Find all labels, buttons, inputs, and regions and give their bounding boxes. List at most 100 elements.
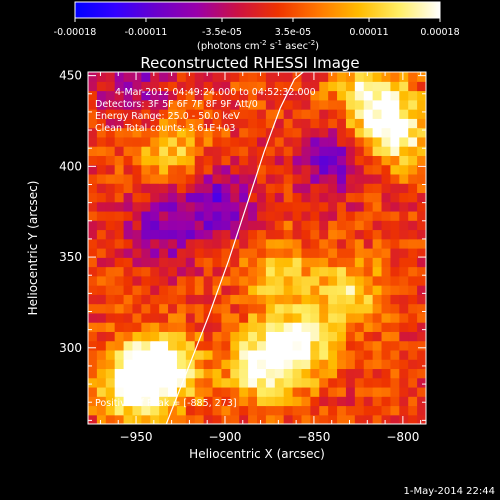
heatmap-cell	[328, 146, 338, 156]
heatmap-cell	[96, 136, 107, 147]
heatmap-cell	[132, 396, 142, 407]
heatmap-cell	[150, 285, 160, 295]
heatmap-cell	[105, 396, 116, 407]
heatmap-cell	[345, 331, 356, 342]
heatmap-cell	[319, 257, 329, 268]
heatmap-cell	[390, 359, 400, 370]
heatmap-cell	[292, 331, 303, 342]
heatmap-cell	[292, 405, 303, 416]
heatmap-cell	[88, 229, 98, 240]
heatmap-cell	[372, 377, 383, 388]
heatmap-cell	[168, 201, 178, 212]
y-tick-label: 450	[59, 69, 82, 83]
heatmap-cell	[185, 349, 196, 360]
heatmap-cell	[345, 201, 356, 212]
heatmap-cell	[141, 396, 151, 407]
heatmap-cell	[274, 257, 285, 268]
heatmap-cell	[239, 368, 249, 379]
heatmap-cell	[212, 275, 223, 286]
heatmap-cell	[114, 201, 125, 212]
heatmap-cell	[292, 238, 303, 249]
heatmap-cell	[105, 405, 116, 416]
heatmap-cell	[354, 164, 365, 175]
heatmap-cell	[168, 99, 178, 110]
heatmap-cell	[301, 99, 311, 110]
heatmap-cell	[337, 164, 347, 175]
heatmap-cell	[372, 109, 383, 119]
heatmap-cell	[283, 257, 294, 268]
heatmap-cell	[88, 266, 98, 277]
heatmap-cell	[399, 322, 409, 332]
colorbar-tick-label: -0.00018	[54, 27, 97, 38]
heatmap-cell	[328, 377, 338, 388]
heatmap-cell	[372, 220, 383, 231]
heatmap-cell	[123, 257, 134, 268]
heatmap-cell	[105, 81, 116, 92]
heatmap-cell	[105, 368, 116, 379]
heatmap-cell	[310, 81, 320, 92]
heatmap-cell	[239, 229, 249, 240]
heatmap-cell	[168, 322, 178, 332]
heatmap-cell	[221, 396, 231, 407]
y-axis-label: Heliocentric Y (arcsec)	[26, 181, 40, 316]
heatmap-cell	[381, 340, 392, 351]
heatmap-cell	[88, 220, 98, 231]
heatmap-cell	[239, 201, 249, 212]
heatmap-cell	[417, 109, 426, 119]
heatmap-cell	[176, 312, 187, 323]
heatmap-cell	[274, 229, 285, 240]
colorbar-tick-label: 0.00018	[420, 27, 459, 38]
heatmap-cell	[203, 99, 214, 110]
heatmap-cell	[185, 192, 196, 203]
heatmap-cell	[132, 136, 142, 147]
heatmap-cell	[390, 201, 400, 212]
heatmap-cell	[239, 275, 249, 286]
heatmap-cell	[363, 331, 374, 342]
heatmap-cell	[399, 127, 409, 138]
heatmap-cell	[185, 377, 196, 388]
heatmap-cell	[248, 275, 258, 286]
heatmap-cell	[363, 99, 374, 110]
heatmap-cell	[301, 359, 311, 370]
heatmap-cell	[417, 340, 426, 351]
heatmap-cell	[176, 359, 187, 370]
heatmap-cell	[310, 386, 320, 397]
heatmap-cell	[310, 396, 320, 407]
heatmap-cell	[203, 266, 214, 277]
heatmap-cell	[354, 266, 365, 277]
heatmap-cell	[417, 248, 426, 258]
heatmap-cell	[248, 294, 258, 305]
heatmap-cell	[363, 257, 374, 268]
heatmap-cell	[150, 109, 160, 119]
heatmap-cell	[221, 90, 231, 101]
heatmap-cell	[96, 155, 107, 166]
heatmap-cell	[283, 201, 294, 212]
heatmap-cell	[283, 285, 294, 295]
heatmap-cell	[168, 146, 178, 156]
heatmap-cell	[105, 331, 116, 342]
heatmap-cell	[408, 266, 418, 277]
heatmap-cell	[132, 294, 142, 305]
heatmap-cell	[230, 109, 240, 119]
heatmap-cell	[159, 331, 169, 342]
heatmap-cell	[96, 183, 107, 194]
heatmap-cell	[408, 229, 418, 240]
heatmap-cell	[239, 340, 249, 351]
heatmap-cell	[114, 136, 125, 147]
heatmap-cell	[176, 109, 187, 119]
heatmap-cell	[96, 72, 107, 82]
heatmap-cell	[354, 359, 365, 370]
heatmap-cell	[274, 285, 285, 295]
heatmap-cell	[292, 173, 303, 184]
heatmap-cell	[239, 257, 249, 268]
heatmap-cell	[283, 386, 294, 397]
heatmap-cell	[345, 285, 356, 295]
heatmap-cell	[141, 136, 151, 147]
heatmap-cell	[417, 266, 426, 277]
heatmap-cell	[301, 368, 311, 379]
heatmap-cell	[159, 136, 169, 147]
heatmap-cell	[185, 201, 196, 212]
heatmap-cell	[159, 155, 169, 166]
heatmap-cell	[390, 220, 400, 231]
